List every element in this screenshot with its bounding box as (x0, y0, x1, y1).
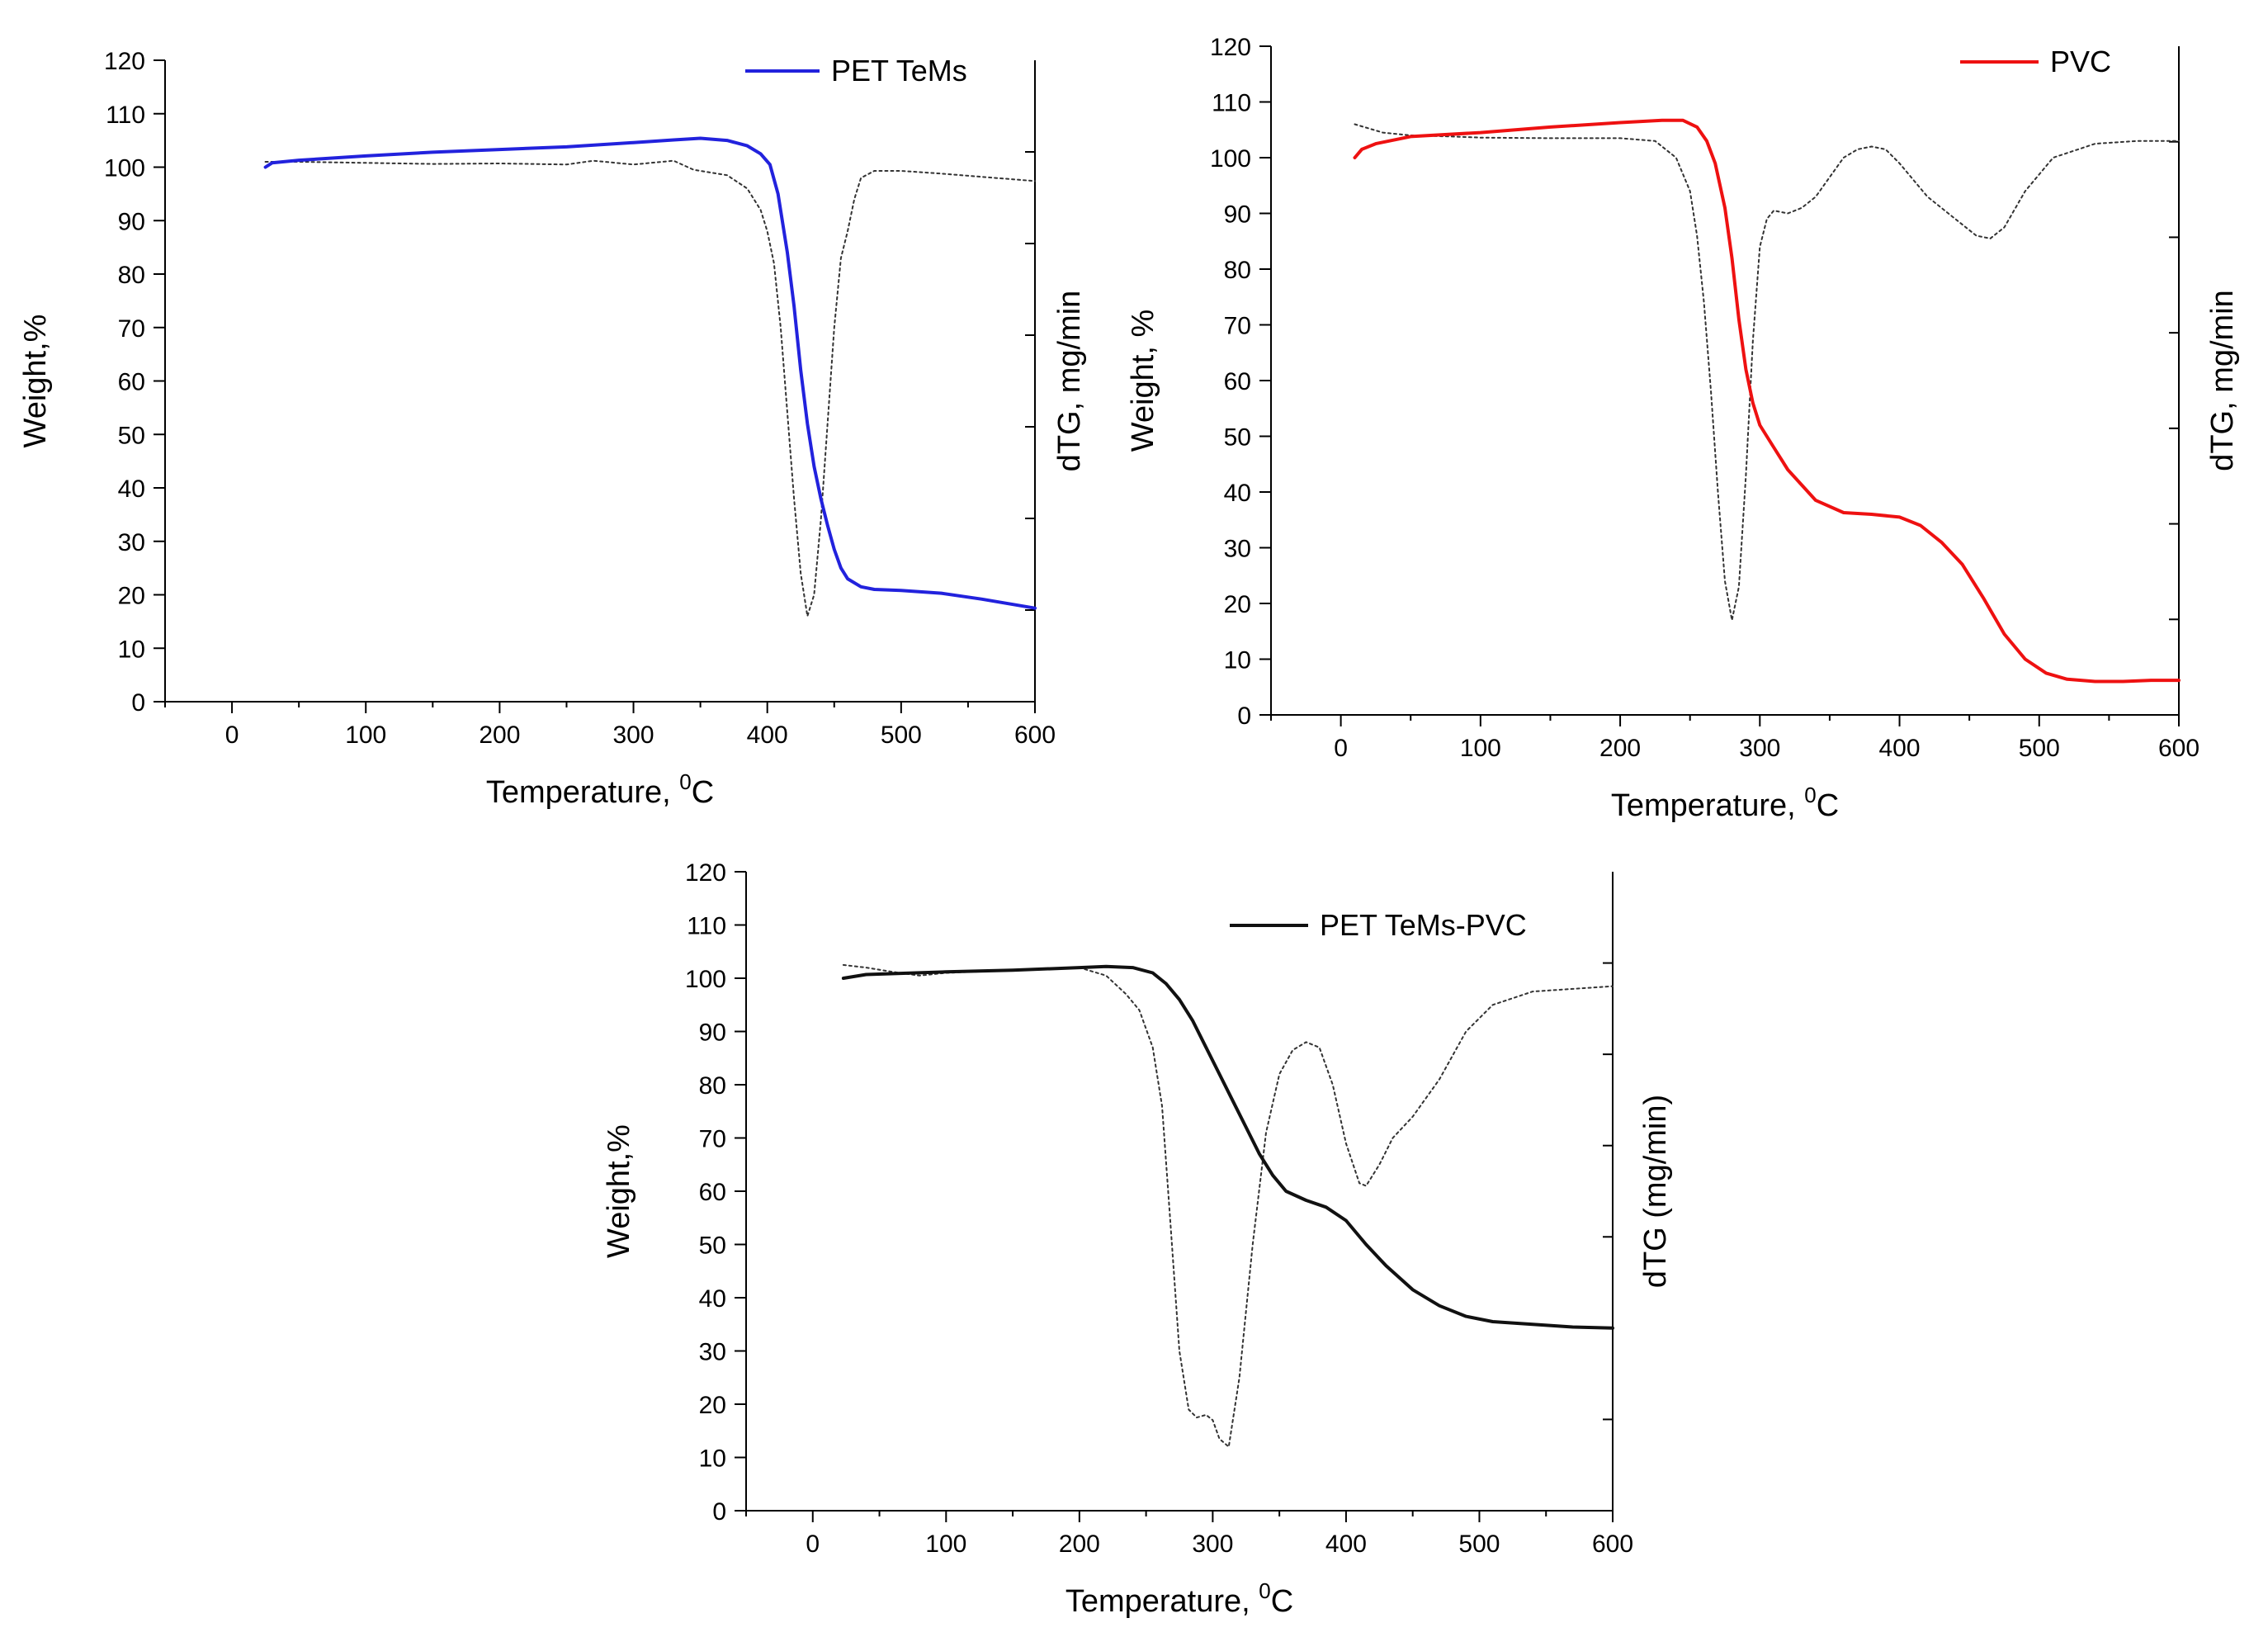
x-tick-label: 400 (1325, 1531, 1367, 1558)
y-tick-label: 30 (699, 1339, 726, 1366)
x-axis-title: Temperature, 0C (1611, 783, 1839, 823)
y-tick-label: 0 (712, 1498, 726, 1526)
x-tick-label: 300 (613, 722, 654, 749)
x-tick-label: 200 (1059, 1531, 1100, 1558)
x-tick-label: 100 (1460, 735, 1501, 762)
y2-axis-title: dTG (mg/min) (1638, 1095, 1673, 1288)
x-axis-title: Temperature, 0C (486, 769, 714, 810)
y-tick-label: 0 (1237, 703, 1251, 730)
y-tick-label: 40 (699, 1285, 726, 1313)
x-tick-label: 0 (806, 1531, 820, 1558)
y-tick-label: 100 (104, 155, 145, 182)
x-tick-label: 500 (2019, 735, 2060, 762)
x-tick-label: 500 (1458, 1531, 1500, 1558)
y-axis-title: Weight, % (1126, 310, 1160, 452)
chart-pet: 0 100 200 300 400 500 600 0 10 20 30 40 50 60 70 80 90 10… (18, 48, 1087, 810)
x-tick-label: 600 (2158, 735, 2199, 762)
tg-curve (841, 964, 1614, 1330)
y-tick-label: 20 (118, 583, 145, 610)
y-axis-title: Weight,% (602, 1124, 636, 1258)
x-axis-title: Temperature, 0C (1065, 1578, 1293, 1619)
y-tick-label: 10 (118, 636, 145, 663)
y-tick-label: 50 (1224, 424, 1251, 452)
y-tick-label: 110 (106, 102, 145, 129)
y-tick-label: 40 (118, 475, 145, 503)
legend-label: PET TeMs-PVC (1320, 908, 1527, 942)
x-tick-label: 600 (1592, 1531, 1633, 1558)
y-tick-label: 80 (1224, 257, 1251, 284)
chart-mix: 0 100 200 300 400 500 600 0 10 20 30 40 50 60 70 80 90 10… (602, 859, 1673, 1619)
y-tick-label: 0 (131, 689, 145, 717)
y-tick-label: 100 (685, 966, 726, 993)
x-tick-label: 500 (881, 722, 922, 749)
x-tick-label: 0 (225, 722, 239, 749)
y-tick-label: 80 (699, 1072, 726, 1100)
y-tick-label: 70 (699, 1126, 726, 1153)
tg-curve (263, 136, 1037, 610)
y-tick-label: 90 (699, 1020, 726, 1047)
y-tick-label: 100 (1210, 145, 1251, 173)
y2-axis-title: dTG, mg/min (2205, 290, 2240, 471)
y-tick-label: 60 (699, 1179, 726, 1206)
x-tick-label: 100 (345, 722, 386, 749)
y-tick-label: 50 (118, 422, 145, 449)
y-tick-label: 50 (699, 1232, 726, 1260)
y-tick-label: 80 (118, 262, 145, 289)
y-tick-label: 20 (699, 1392, 726, 1419)
y-tick-label: 30 (118, 529, 145, 556)
x-tick-label: 600 (1014, 722, 1056, 749)
dtg-curve (1354, 123, 2180, 622)
y-tick-label: 90 (118, 208, 145, 235)
y-tick-label: 70 (1224, 313, 1251, 340)
x-tick-label: 400 (747, 722, 788, 749)
y-tick-label: 60 (1224, 368, 1251, 395)
x-tick-label: 300 (1739, 735, 1780, 762)
y-tick-label: 30 (1224, 536, 1251, 563)
x-tick-label: 200 (479, 722, 520, 749)
dtg-curve (842, 963, 1614, 1448)
y-axis-title: Weight,% (18, 315, 53, 448)
y-tick-label: 120 (104, 48, 145, 75)
y-tick-label: 60 (118, 369, 145, 396)
y-tick-label: 20 (1224, 591, 1251, 618)
x-tick-label: 200 (1599, 735, 1641, 762)
legend-label: PVC (2050, 45, 2111, 78)
y-tick-label: 110 (1212, 90, 1251, 117)
legend-label: PET TeMs (831, 54, 967, 88)
chart-pvc: 0 100 200 300 400 500 600 0 10 20 30 40 50 60 70 80 90 10… (1126, 34, 2240, 823)
y-tick-label: 10 (1224, 647, 1251, 674)
y-tick-label: 90 (1224, 201, 1251, 229)
x-tick-label: 100 (925, 1531, 966, 1558)
tg-curve (1353, 118, 2181, 684)
dtg-curve (264, 159, 1036, 617)
y-tick-label: 120 (1210, 34, 1251, 61)
y-tick-label: 70 (118, 315, 145, 343)
x-tick-label: 400 (1879, 735, 1921, 762)
y-tick-label: 110 (687, 913, 726, 940)
y-tick-label: 120 (685, 859, 726, 887)
y2-axis-title: dTG, mg/min (1052, 291, 1087, 472)
y-tick-label: 40 (1224, 480, 1251, 507)
x-tick-label: 300 (1192, 1531, 1233, 1558)
x-tick-label: 0 (1334, 735, 1348, 762)
y-tick-label: 10 (699, 1445, 726, 1473)
